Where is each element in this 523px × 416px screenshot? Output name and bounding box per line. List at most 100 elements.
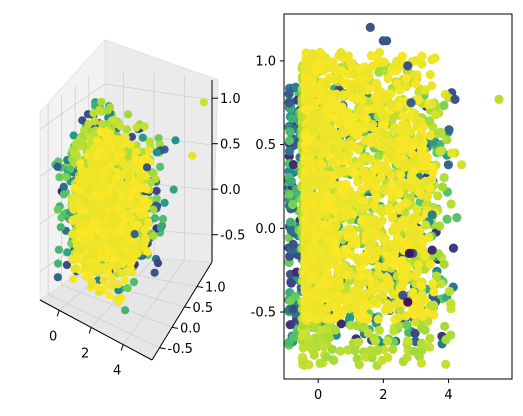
scatter-point xyxy=(343,232,352,241)
scatter-point xyxy=(145,146,153,154)
scatter-point xyxy=(153,148,161,156)
scatter-point xyxy=(311,228,320,237)
scatter-point xyxy=(113,295,121,303)
scatter-point xyxy=(150,232,158,240)
scatter-point xyxy=(104,177,112,185)
scatter-point xyxy=(331,325,340,334)
scatter-point xyxy=(428,246,437,255)
scatter-point xyxy=(415,188,424,197)
scatter-point xyxy=(310,60,319,69)
scatter-point xyxy=(340,109,349,118)
y-tick-label: 0.5 xyxy=(193,301,214,316)
scatter-point xyxy=(329,127,338,136)
scatter-point xyxy=(399,357,408,366)
scatter-point xyxy=(82,228,90,236)
scatter-point xyxy=(426,260,435,269)
scatter-point xyxy=(62,173,70,181)
scatter-point xyxy=(420,251,429,260)
scatter-point xyxy=(161,199,169,207)
scatter-point xyxy=(123,200,131,208)
scatter-point xyxy=(414,116,423,125)
scatter-point xyxy=(91,117,99,125)
scatter-point xyxy=(345,224,354,233)
scatter-point xyxy=(124,110,132,118)
scatter-point xyxy=(417,153,426,162)
scatter-point xyxy=(127,215,135,223)
scatter-point xyxy=(494,95,503,104)
scatter-point xyxy=(301,220,310,229)
scatter-point xyxy=(353,286,362,295)
scatter-point xyxy=(359,153,368,162)
scatter-point xyxy=(344,120,353,129)
scatter-point xyxy=(336,139,345,148)
scatter-point xyxy=(91,190,99,198)
scatter-point xyxy=(450,95,459,104)
scatter-point xyxy=(400,199,409,208)
scatter-point xyxy=(401,311,410,320)
scatter-point xyxy=(142,203,150,211)
scatter-point xyxy=(321,263,330,272)
scatter-point xyxy=(327,94,336,103)
x-tick-mark xyxy=(121,345,123,351)
scatter-point xyxy=(286,177,295,186)
scatter-point xyxy=(366,221,375,230)
scatter-point xyxy=(435,147,444,156)
scatter-point xyxy=(317,150,326,159)
scatter-point xyxy=(413,206,422,215)
scatter-point xyxy=(403,336,412,345)
scatter-point xyxy=(285,127,294,136)
scatter-2d-axes: 0 2 4-0.50.00.51.0 xyxy=(251,14,512,403)
scatter-point xyxy=(315,281,324,290)
scatter-point xyxy=(417,359,426,368)
scatter-point xyxy=(399,141,408,150)
scatter-point xyxy=(350,169,359,178)
scatter-point xyxy=(149,206,157,214)
scatter-point xyxy=(415,132,424,141)
scatter-point xyxy=(318,185,327,194)
scatter-point xyxy=(425,334,434,343)
scatter-point xyxy=(385,240,394,249)
scatter-point xyxy=(129,252,137,260)
scatter-point xyxy=(396,126,405,135)
scatter-point xyxy=(362,301,371,310)
scatter-point xyxy=(358,87,367,96)
scatter-point xyxy=(301,261,310,270)
scatter-point xyxy=(374,315,383,324)
scatter-point xyxy=(88,250,96,258)
scatter-point xyxy=(89,241,97,249)
scatter-point xyxy=(341,180,350,189)
scatter-point xyxy=(131,185,139,193)
scatter-point xyxy=(171,136,179,144)
scatter-point xyxy=(79,138,87,146)
scatter-point xyxy=(332,65,341,74)
scatter-point xyxy=(153,187,161,195)
scatter-point xyxy=(444,125,453,134)
scatter-point xyxy=(118,240,126,248)
scatter-point xyxy=(449,244,458,253)
scatter-point xyxy=(73,150,81,158)
scatter-point xyxy=(411,231,420,240)
scatter-point xyxy=(379,36,388,45)
x-tick-mark xyxy=(89,327,91,333)
scatter-point xyxy=(63,248,71,256)
scatter-point xyxy=(54,206,62,214)
scatter-point xyxy=(126,264,134,272)
scatter-point xyxy=(330,75,339,84)
y-tick-label: 0.0 xyxy=(180,321,201,336)
y-tick-mark xyxy=(172,327,178,328)
scatter-point xyxy=(352,253,361,262)
scatter-point xyxy=(89,261,97,269)
scatter-point xyxy=(97,254,105,262)
scatter-point xyxy=(305,270,314,279)
x-tick-label: 4 xyxy=(444,388,452,403)
scatter-point xyxy=(445,287,454,296)
scatter-point xyxy=(308,313,317,322)
scatter-point xyxy=(54,273,62,281)
scatter-point xyxy=(403,321,412,330)
scatter-point xyxy=(134,221,142,229)
scatter-point xyxy=(156,163,164,171)
scatter-point xyxy=(304,68,313,77)
scatter-point xyxy=(101,221,109,229)
scatter-point xyxy=(110,255,118,263)
